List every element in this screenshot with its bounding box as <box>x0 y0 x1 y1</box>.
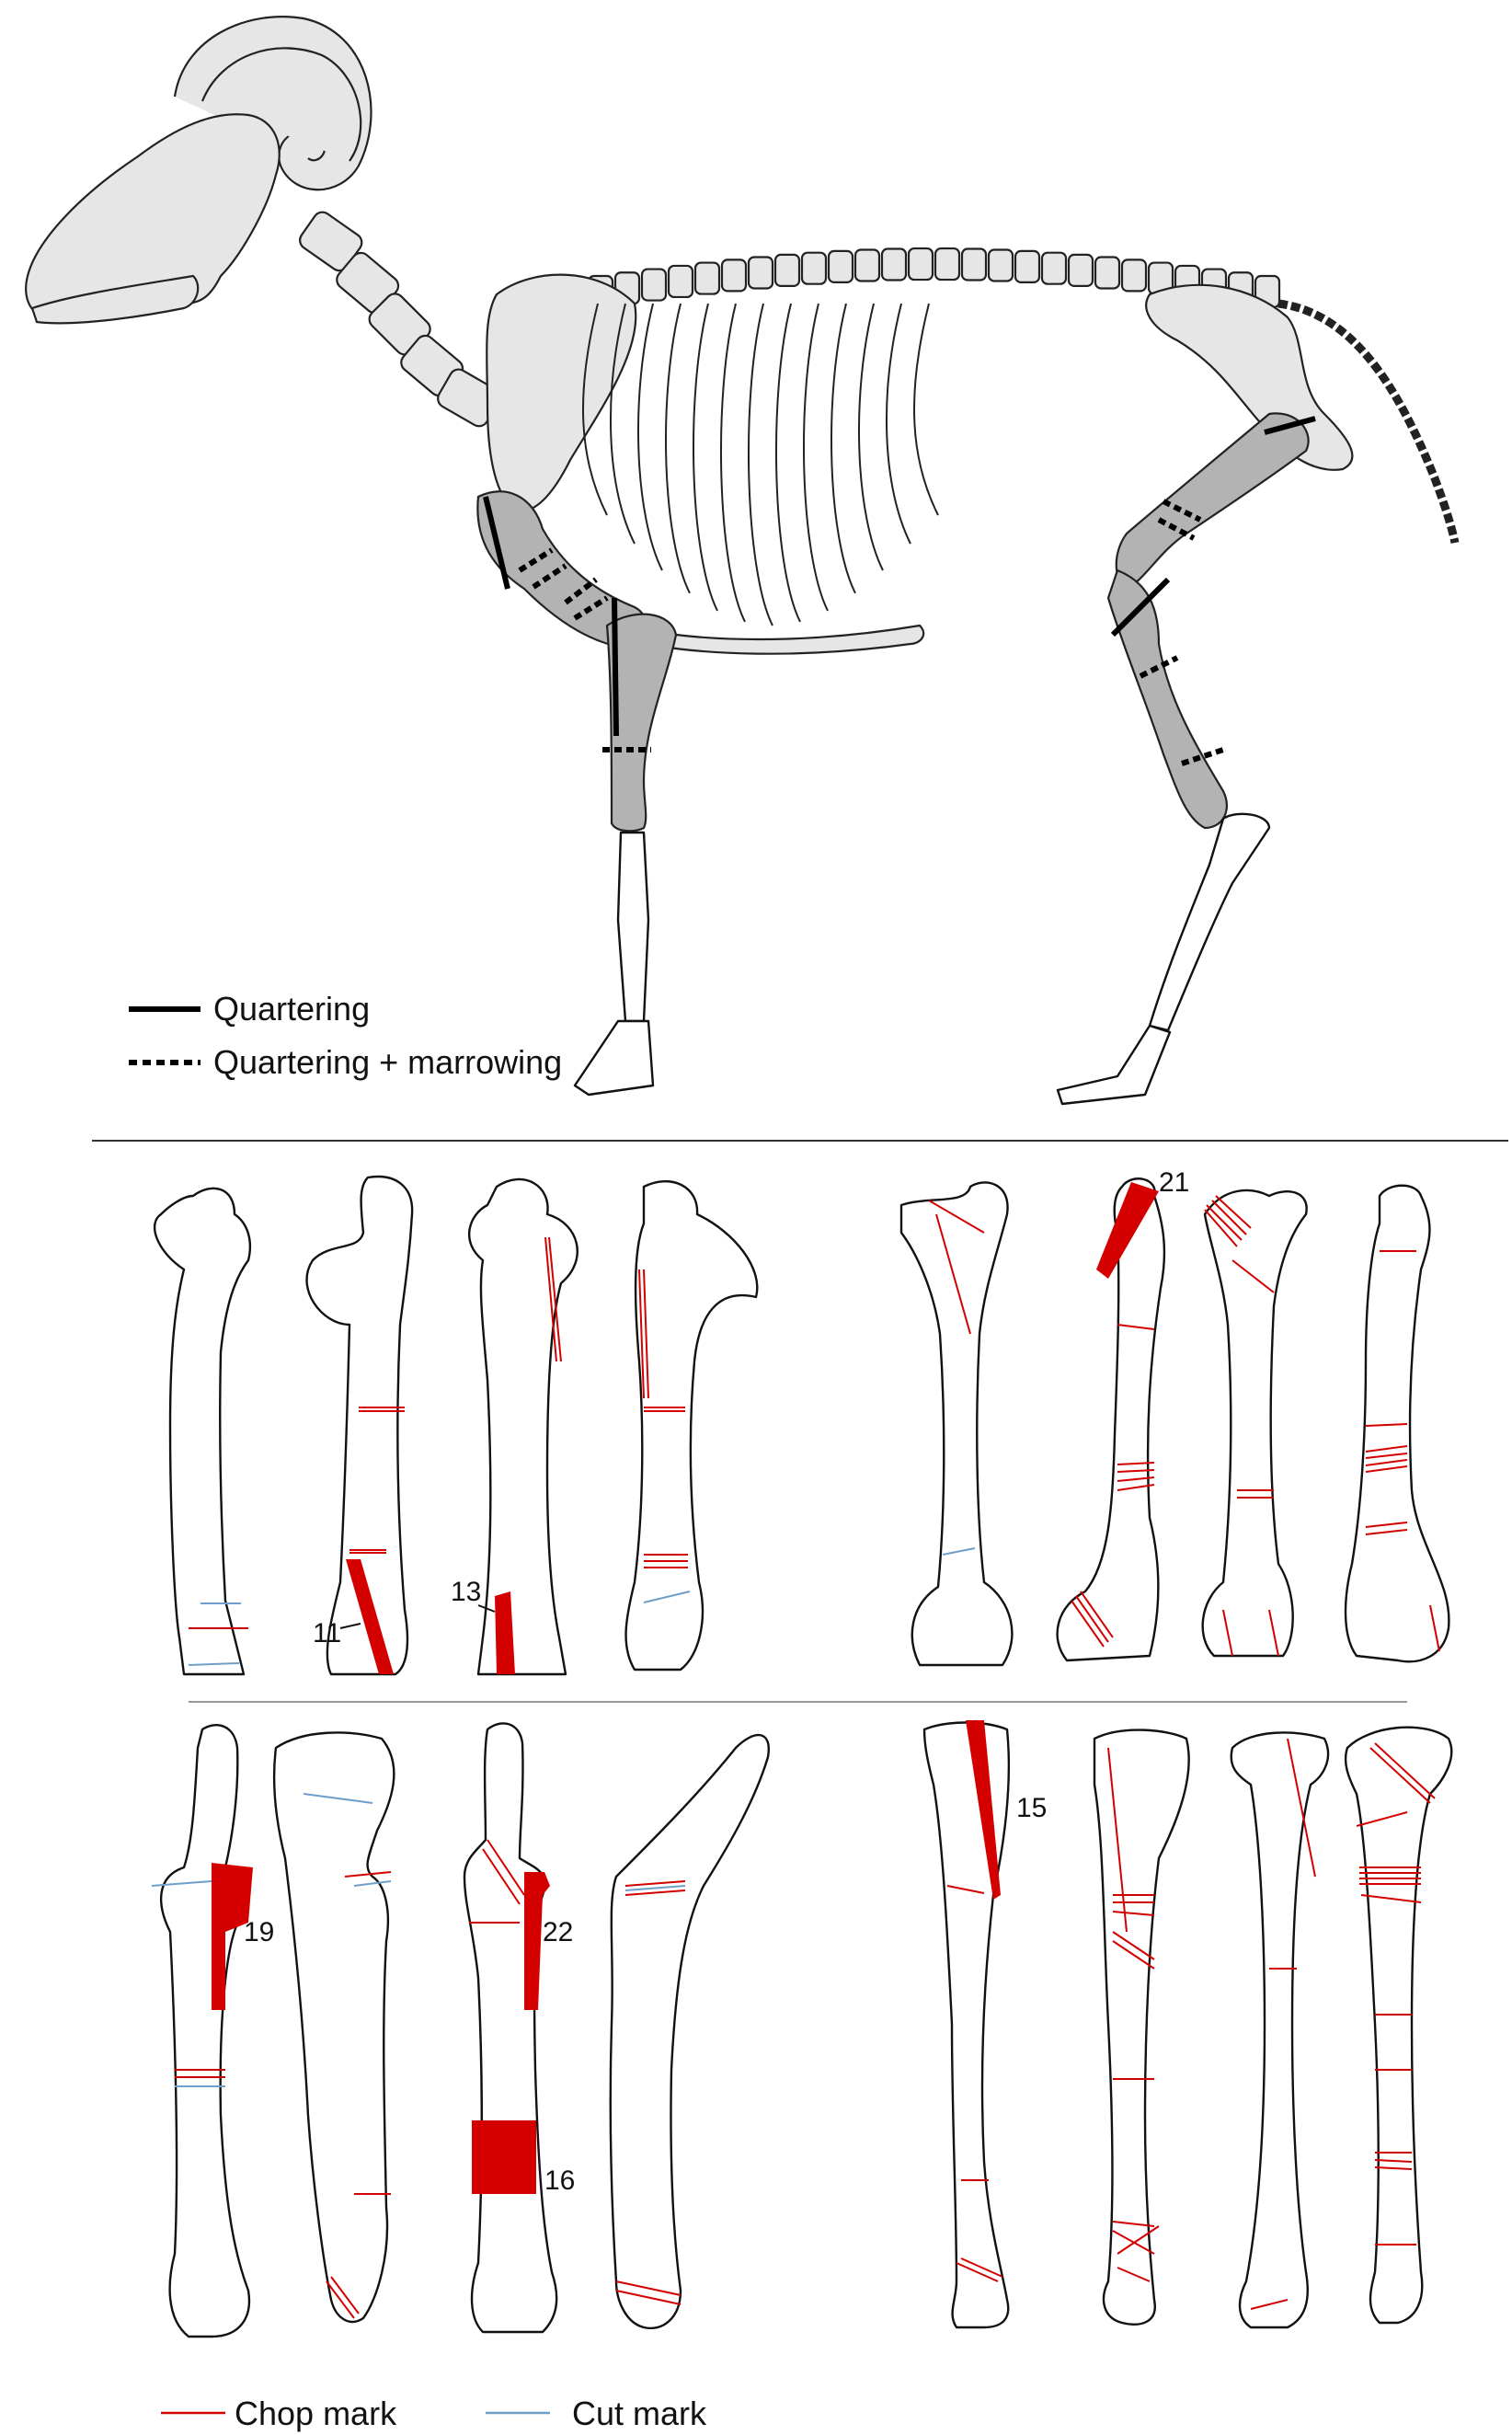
rib <box>803 303 829 612</box>
humerus-bone-1 <box>153 1187 252 1676</box>
vertebra <box>907 247 934 281</box>
vertebra <box>1040 251 1068 285</box>
chop-mark-22 <box>524 1872 550 2010</box>
quartering-marks <box>483 416 1316 737</box>
radius-ulna-bone-3: 22 16 <box>463 1722 575 2334</box>
vertebra <box>640 268 668 302</box>
rib <box>775 303 801 623</box>
vertebra <box>827 249 854 283</box>
radius-ulna-bone-4 <box>609 1733 770 2330</box>
femur-bone-3 <box>1201 1189 1308 1658</box>
vertebra <box>880 247 908 281</box>
tibia-group: 15 <box>922 1720 1453 2329</box>
rib <box>637 303 663 571</box>
vertebra <box>960 247 988 281</box>
rib <box>748 303 773 626</box>
radius-ulna-highlight <box>605 613 678 833</box>
rib <box>581 303 608 516</box>
fore-phalanges <box>573 1019 655 1097</box>
specimen-number-22: 22 <box>543 1917 573 1947</box>
specimen-number-11: 11 <box>313 1618 341 1648</box>
tibia-bone-4 <box>1344 1726 1453 2325</box>
tail <box>1277 299 1460 544</box>
tibia-bone-1: 15 <box>922 1720 1047 2329</box>
specimen-number-19: 19 <box>244 1917 274 1947</box>
legend-quartering: Quartering <box>213 990 370 1028</box>
tibia-bone-3 <box>1230 1731 1330 2329</box>
femur-bone-4 <box>1344 1184 1450 1663</box>
vertebra <box>747 256 774 290</box>
vertebra <box>773 253 801 287</box>
vertebra <box>800 251 828 285</box>
legend-chop-mark: Chop mark <box>235 2395 397 2432</box>
vertebra <box>1094 256 1121 290</box>
specimen-number-21: 21 <box>1159 1167 1189 1198</box>
rib <box>830 303 856 594</box>
chop-mark-16 <box>472 2120 536 2194</box>
horn <box>173 16 372 191</box>
rib-cage <box>581 303 939 626</box>
legend-cut-mark: Cut mark <box>572 2395 707 2432</box>
chop-mark-13 <box>495 1591 515 1674</box>
vertebra <box>667 264 694 299</box>
tibia-bone-2 <box>1093 1729 1190 2326</box>
cervical-vertebrae <box>299 211 501 428</box>
scapula <box>486 273 637 512</box>
radius-ulna-bone-1: 19 <box>151 1724 274 2338</box>
forelimb <box>476 490 678 1097</box>
vertebra <box>1120 258 1148 293</box>
sheep-skeleton <box>25 16 1460 1106</box>
humerus-group: 11 13 <box>153 1175 759 1676</box>
chop-mark-15 <box>966 1720 1001 1900</box>
radius-ulna-group: 19 22 16 <box>151 1722 770 2338</box>
fore-metacarpal <box>616 831 650 1023</box>
specimen-number-15: 15 <box>1016 1793 1047 1823</box>
humerus-bone-4 <box>624 1179 759 1671</box>
rib <box>912 303 939 516</box>
rib <box>720 303 746 623</box>
hind-metatarsal <box>1148 812 1271 1032</box>
femur-highlight <box>1115 412 1310 591</box>
legend-bottom: Chop mark Cut mark <box>161 2395 707 2432</box>
femur-bone-1 <box>899 1181 1014 1667</box>
hind-phalanges <box>1056 1024 1172 1106</box>
chop-mark-21 <box>1096 1182 1159 1279</box>
vertebra <box>987 248 1014 282</box>
femur-group: 21 <box>899 1167 1450 1667</box>
rib <box>886 303 911 545</box>
rib <box>693 303 718 612</box>
radius-ulna-bone-2 <box>272 1731 395 2324</box>
vertebra <box>934 247 961 281</box>
humerus-bone-3: 13 <box>451 1177 578 1676</box>
vertebra <box>1014 249 1041 283</box>
femur-bone-2: 21 <box>1056 1167 1189 1662</box>
humerus-bone-2: 11 <box>305 1175 414 1676</box>
vertebra <box>720 258 748 293</box>
specimen-number-16: 16 <box>544 2165 575 2196</box>
vertebra <box>853 248 881 282</box>
skull-jaw <box>30 274 200 325</box>
legend-quartering-marrowing: Quartering + marrowing <box>213 1043 562 1081</box>
marrowing-marks <box>518 499 1224 766</box>
chop-mark-19 <box>212 1863 253 2010</box>
vertebra <box>693 261 721 295</box>
specimen-number-13: 13 <box>451 1577 481 1607</box>
rib <box>858 303 884 571</box>
rib <box>610 303 636 545</box>
sternum <box>624 624 925 655</box>
vertebra <box>1067 253 1094 287</box>
hindlimb <box>1056 412 1310 1106</box>
chop-mark-11 <box>346 1559 394 1674</box>
rib <box>665 303 691 594</box>
tibia-highlight <box>1106 569 1228 830</box>
legend-top: Quartering Quartering + marrowing <box>129 990 562 1081</box>
